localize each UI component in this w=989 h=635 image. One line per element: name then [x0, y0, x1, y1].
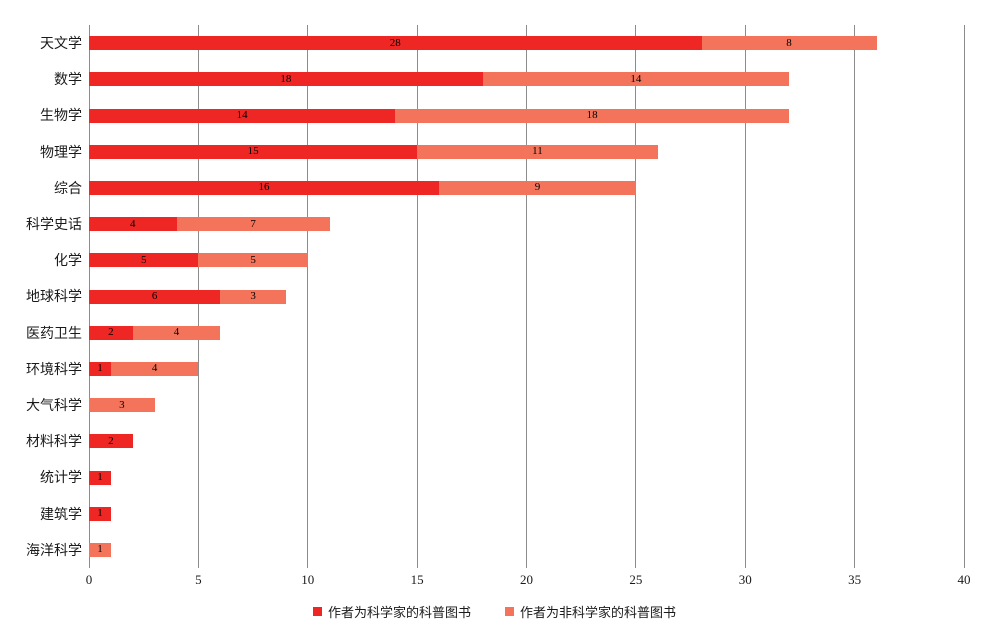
category-label: 地球科学: [26, 290, 82, 306]
category-label: 科学史话: [26, 218, 82, 234]
bar-segment-nonscientist: 5: [198, 253, 308, 268]
bar-value-label: 4: [151, 362, 158, 375]
x-tick-label: 0: [85, 572, 93, 587]
gridline: [526, 25, 527, 568]
bar-segment-nonscientist: 9: [439, 180, 636, 195]
x-tick-label: 30: [738, 572, 752, 587]
bar-value-label: 7: [250, 217, 256, 230]
bar-segment-nonscientist: 18: [395, 108, 789, 123]
legend: 作者为科学家的科普图书 作者为非科学家的科普图书: [0, 602, 989, 621]
bar-value-label: 16: [258, 181, 270, 194]
bar-segment-scientist: 2: [89, 325, 133, 340]
bar-value-label: 6: [151, 290, 158, 302]
legend-label: 作者为科学家的科普图书: [327, 605, 471, 620]
x-tick-label: 10: [301, 572, 315, 587]
bar-segment-nonscientist: 14: [482, 72, 789, 87]
category-label: 医药卫生: [26, 326, 82, 342]
legend-swatch-icon: [505, 607, 514, 616]
category-axis: 天文学数学生物学物理学综合科学史话化学地球科学医药卫生环境科学大气科学材料科学统…: [0, 25, 82, 568]
bar-segment-nonscientist: 7: [176, 217, 330, 232]
x-tick-label: 25: [629, 572, 643, 587]
legend-item-nonscientist: 作者为非科学家的科普图书: [505, 602, 676, 621]
gridline: [744, 25, 746, 568]
bar-value-label: 11: [532, 145, 543, 158]
category-label: 材料科学: [26, 435, 82, 451]
gridline: [854, 25, 856, 568]
bar-value-label: 28: [389, 36, 401, 49]
bar-value-label: 14: [630, 72, 642, 85]
x-tick-label: 35: [848, 572, 862, 587]
bar-segment-nonscientist: 1: [89, 542, 111, 557]
category-label: 化学: [54, 254, 82, 270]
bar-value-label: 9: [534, 181, 541, 194]
x-tick-label: 15: [410, 572, 424, 587]
bar-value-label: 8: [786, 36, 792, 49]
bar-value-label: 5: [140, 253, 147, 266]
bar-segment-nonscientist: 3: [89, 398, 155, 413]
plot-area: 28 8 18 14 14 18 15 11 16 9 4 7 5 5 6 3 2 4 1 4 3 2 1 1 1: [88, 25, 965, 568]
bar-segment-scientist: 28: [89, 36, 702, 51]
bar-value-label: 1: [97, 362, 103, 375]
bar-segment-scientist: 14: [89, 108, 396, 123]
gridline: [307, 25, 309, 568]
bar-segment-scientist: 4: [89, 217, 177, 232]
category-label: 综合: [54, 181, 82, 197]
category-label: 大气科学: [26, 399, 82, 415]
gridline: [635, 25, 637, 568]
bar-value-label: 14: [236, 109, 248, 121]
category-label: 海洋科学: [26, 543, 82, 559]
bar-segment-scientist: 1: [89, 506, 111, 521]
legend-item-scientist: 作者为科学家的科普图书: [312, 602, 471, 621]
bar-segment-nonscientist: 8: [701, 36, 877, 51]
bar-segment-nonscientist: 11: [417, 144, 658, 159]
bar-segment-scientist: 16: [89, 180, 439, 195]
gridline: [416, 25, 418, 568]
legend-swatch-icon: [312, 607, 322, 616]
x-tick-label: 40: [957, 572, 971, 587]
bar-value-label: 4: [173, 326, 180, 339]
category-label: 统计学: [40, 471, 82, 487]
bar-segment-scientist: 5: [89, 253, 199, 268]
bar-value-label: 18: [280, 72, 292, 85]
bar-segment-nonscientist: 4: [132, 325, 221, 340]
bar-value-label: 1: [97, 507, 103, 520]
category-label: 数学: [54, 73, 82, 89]
bar-value-label: 15: [247, 145, 259, 158]
x-tick-label: 5: [195, 572, 202, 587]
x-tick-label: 20: [520, 572, 533, 587]
bar-value-label: 5: [250, 253, 256, 266]
bar-value-label: 3: [119, 398, 125, 411]
bar-value-label: 2: [108, 326, 114, 339]
gridline: [963, 25, 965, 568]
category-label: 物理学: [40, 145, 82, 161]
bar-value-label: 3: [250, 290, 256, 302]
bar-segment-scientist: 6: [89, 289, 221, 304]
bar-segment-scientist: 1: [89, 470, 111, 485]
bar-value-label: 1: [97, 543, 103, 556]
bar-segment-nonscientist: 3: [220, 289, 286, 304]
bar-segment-scientist: 1: [89, 361, 111, 376]
bar-segment-scientist: 18: [89, 72, 483, 87]
bar-value-label: 2: [108, 434, 114, 447]
bar-segment-scientist: 2: [89, 434, 133, 449]
bar-value-label: 4: [130, 217, 136, 230]
category-label: 生物学: [40, 109, 82, 125]
category-label: 天文学: [40, 37, 82, 53]
bar-value-label: 1: [97, 471, 103, 483]
bar-value-label: 18: [586, 109, 598, 121]
legend-label: 作者为非科学家的科普图书: [520, 605, 677, 620]
category-label: 建筑学: [40, 507, 82, 523]
category-label: 环境科学: [26, 362, 82, 378]
bar-segment-scientist: 15: [89, 144, 418, 159]
bar-segment-nonscientist: 4: [110, 361, 199, 376]
